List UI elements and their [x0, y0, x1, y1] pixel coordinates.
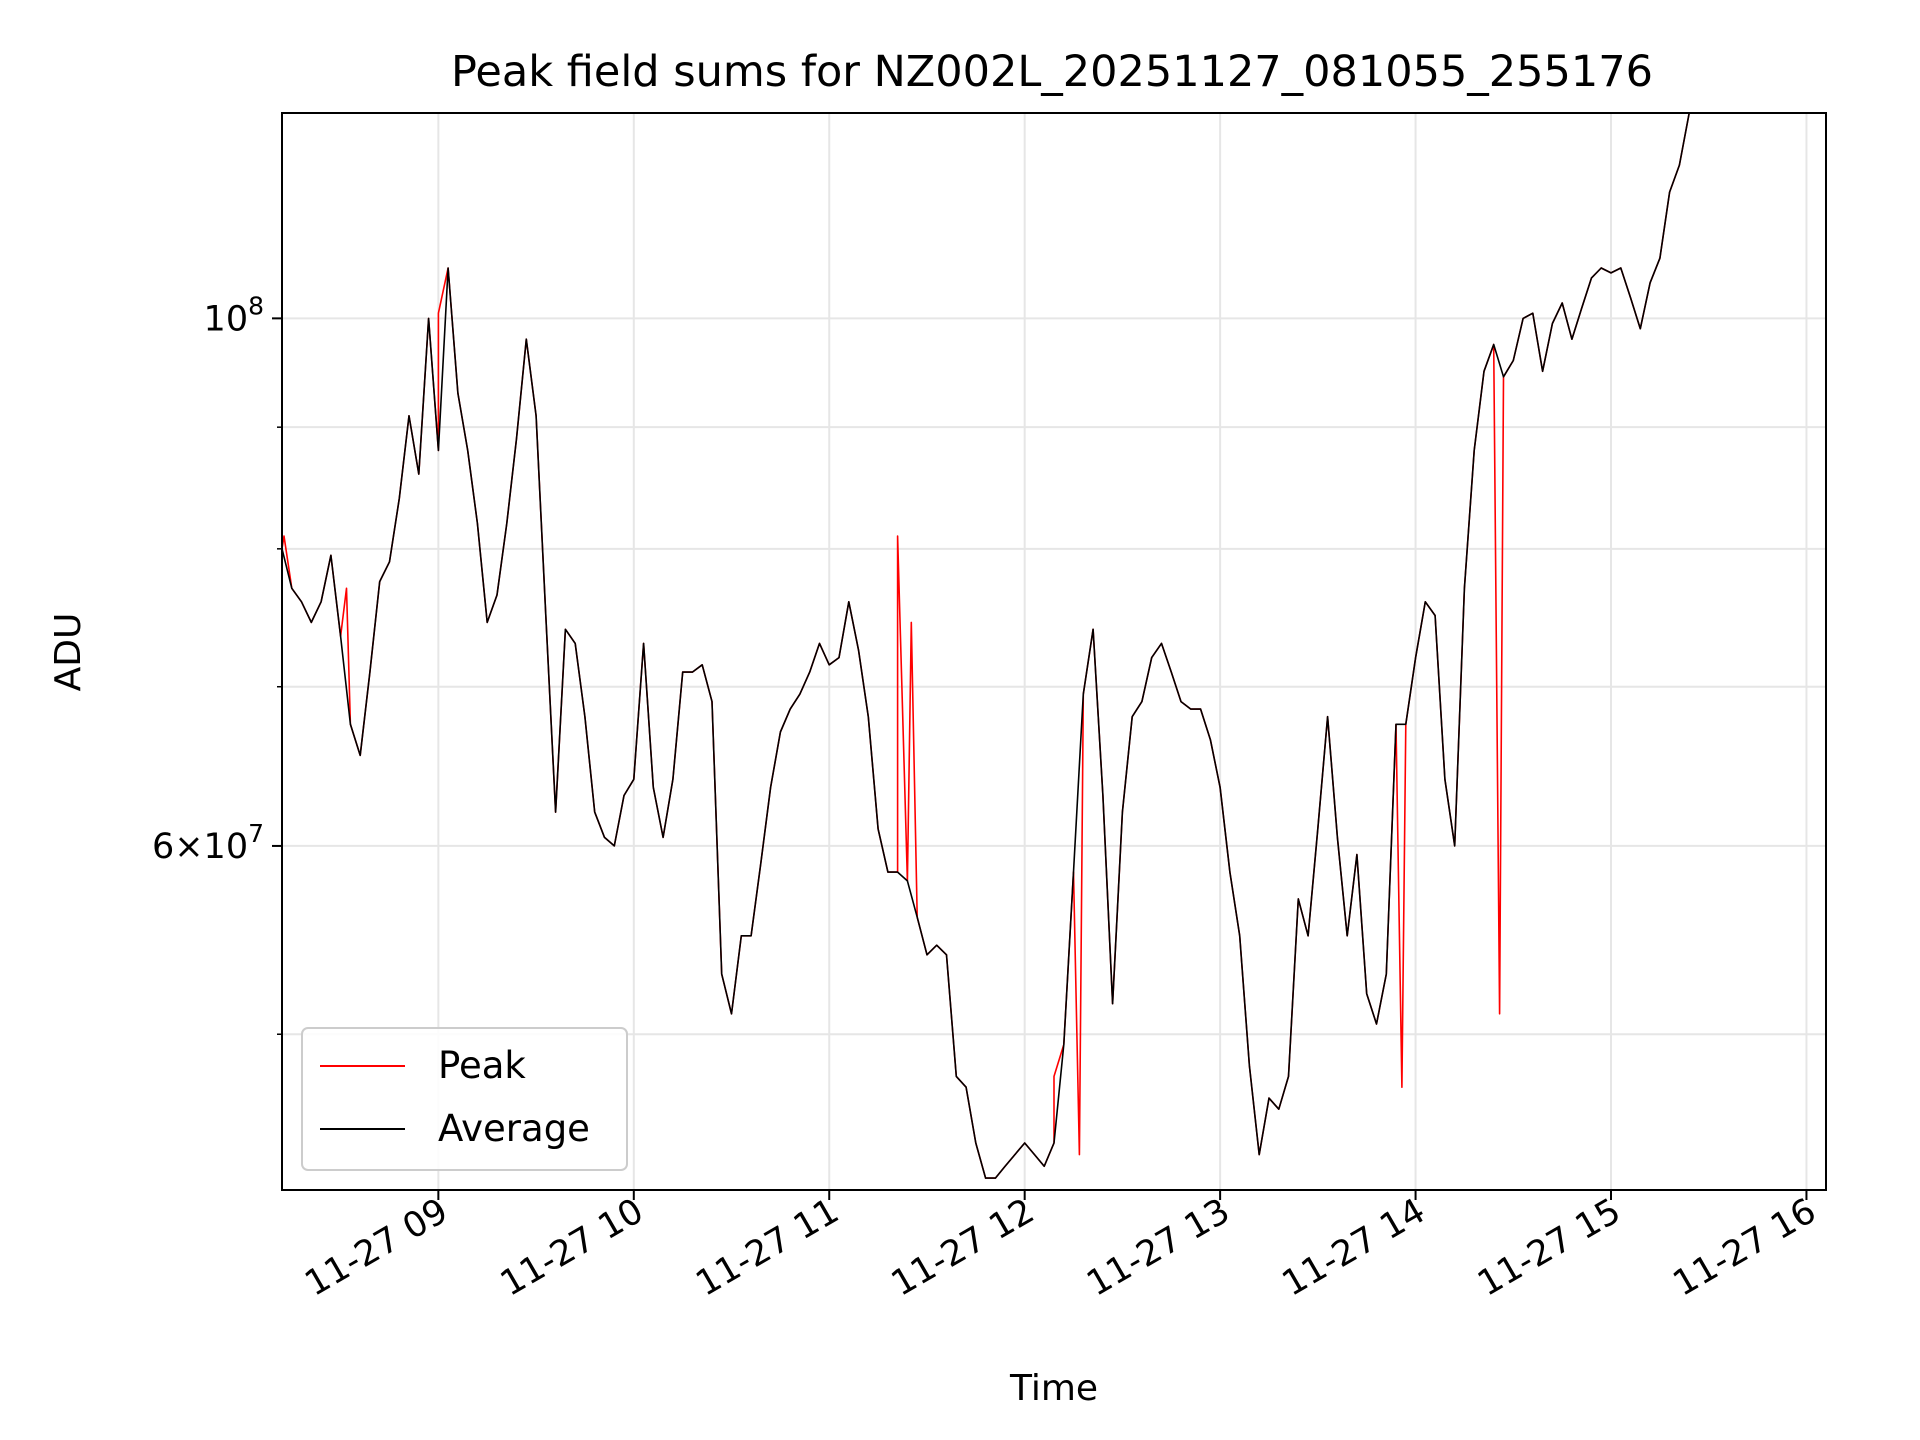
x-tick-label: 11-27 12 — [885, 1191, 1041, 1304]
legend: Peak Average — [301, 1027, 628, 1171]
legend-label-average: Average — [438, 1107, 590, 1150]
series-layer — [281, 112, 1690, 1179]
y-tick-label: 108 — [204, 291, 264, 339]
x-tick-label: 11-27 13 — [1080, 1191, 1236, 1304]
x-tick-label: 11-27 16 — [1667, 1191, 1823, 1304]
legend-label-peak: Peak — [438, 1044, 526, 1087]
y-axis: 6×107 108 — [152, 291, 282, 1035]
grid — [282, 113, 1826, 1190]
series-line-peak — [281, 112, 1690, 1179]
legend-box — [301, 1027, 628, 1171]
plot-frame — [281, 112, 1827, 1191]
x-tick-label: 11-27 09 — [299, 1191, 455, 1304]
chart-title: Peak field sums for NZ002L_20251127_0810… — [451, 47, 1653, 97]
y-axis-label: ADU — [48, 613, 89, 692]
x-axis-label: Time — [1009, 1368, 1098, 1409]
x-tick-label: 11-27 11 — [689, 1191, 845, 1304]
x-tick-label: 11-27 14 — [1276, 1191, 1432, 1304]
x-tick-label: 11-27 15 — [1471, 1191, 1627, 1304]
y-tick-label: 6×107 — [152, 819, 264, 867]
x-tick-label: 11-27 10 — [494, 1191, 650, 1304]
x-axis: 11-27 09 11-27 10 11-27 11 11-27 12 11-27 13… — [299, 1190, 1823, 1304]
series-line-average — [281, 112, 1690, 1179]
